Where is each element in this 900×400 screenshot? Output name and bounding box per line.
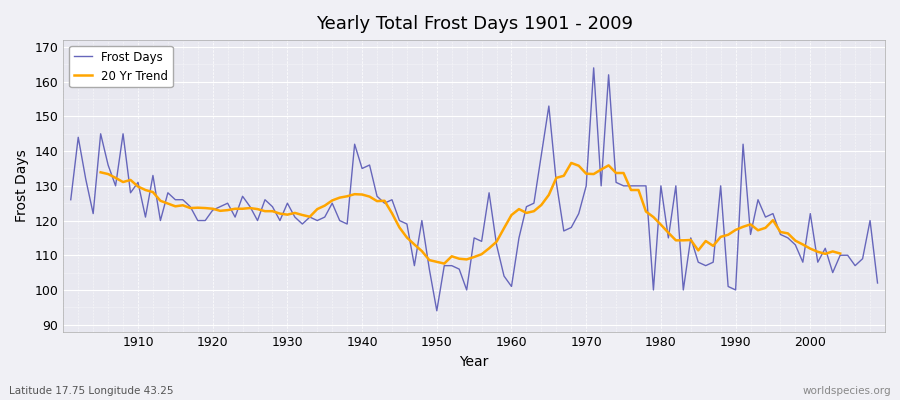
Title: Yearly Total Frost Days 1901 - 2009: Yearly Total Frost Days 1901 - 2009 — [316, 15, 633, 33]
Legend: Frost Days, 20 Yr Trend: Frost Days, 20 Yr Trend — [69, 46, 173, 87]
20 Yr Trend — [95, 170, 106, 175]
Frost Days — [66, 197, 77, 202]
Frost Days — [514, 236, 525, 240]
Line: Frost Days: Frost Days — [71, 68, 878, 311]
Y-axis label: Frost Days: Frost Days — [15, 150, 29, 222]
20 Yr Trend — [267, 209, 278, 214]
20 Yr Trend — [483, 246, 494, 251]
Frost Days — [589, 66, 599, 70]
20 Yr Trend — [238, 206, 248, 211]
Frost Days — [290, 215, 301, 220]
Frost Days — [611, 180, 622, 185]
Line: 20 Yr Trend: 20 Yr Trend — [101, 163, 841, 264]
20 Yr Trend — [790, 238, 801, 243]
Text: worldspecies.org: worldspecies.org — [803, 386, 891, 396]
20 Yr Trend — [835, 251, 846, 256]
Frost Days — [125, 190, 136, 195]
20 Yr Trend — [813, 249, 824, 254]
Frost Days — [431, 308, 442, 313]
Text: Latitude 17.75 Longitude 43.25: Latitude 17.75 Longitude 43.25 — [9, 386, 174, 396]
X-axis label: Year: Year — [460, 355, 489, 369]
20 Yr Trend — [439, 261, 450, 266]
Frost Days — [872, 281, 883, 286]
Frost Days — [506, 284, 517, 289]
20 Yr Trend — [566, 160, 577, 165]
20 Yr Trend — [544, 192, 554, 197]
Frost Days — [334, 218, 345, 223]
